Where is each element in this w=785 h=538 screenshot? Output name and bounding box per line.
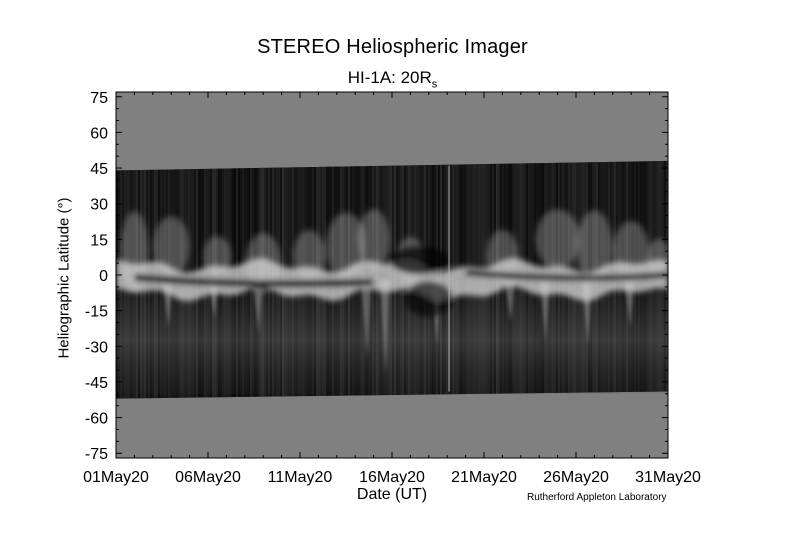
chart-subtitle: HI-1A: 20Rs <box>0 68 785 90</box>
plume <box>576 210 613 283</box>
band-glow <box>116 257 668 302</box>
x-tick-label: 26May20 <box>543 469 609 486</box>
x-tick-label: 11May20 <box>268 469 333 486</box>
plume <box>203 235 232 276</box>
streamer <box>379 279 390 375</box>
streamer <box>361 279 372 359</box>
streamer <box>539 279 550 342</box>
coverage-texture <box>116 160 668 399</box>
x-tick-label: 21May20 <box>451 469 517 486</box>
chart-title: STEREO Heliospheric Imager <box>257 36 528 58</box>
dark-region <box>389 246 450 275</box>
streamer <box>504 279 515 323</box>
subtitle-main: HI-1A: 20R <box>347 68 432 87</box>
axes: 75 60 45 30 15 0 -15 -30 -45 -60 -75 01May20 06May20… <box>83 90 701 486</box>
plume <box>357 209 390 270</box>
plume <box>153 216 190 277</box>
x-tick-label: 31May20 <box>635 469 701 486</box>
x-tick-label: 16May20 <box>359 469 425 486</box>
credit-text: Rutherford Appleton Laboratory <box>527 492 667 503</box>
x-axis-label: Date (UT) <box>356 486 428 503</box>
heatmap-image <box>116 92 668 458</box>
y-tick-label: -45 <box>85 375 108 392</box>
y-tick-label: 15 <box>90 232 108 249</box>
subtitle-subscript: s <box>431 78 438 91</box>
dark-region <box>404 280 453 317</box>
y-tick-label: -75 <box>85 446 108 463</box>
y-tick-label: 75 <box>90 90 108 107</box>
plot-area <box>116 92 668 458</box>
x-tick-label: 06May20 <box>175 469 241 486</box>
y-tick-label: -30 <box>85 339 108 356</box>
y-tick-label: -15 <box>85 304 108 321</box>
y-tick-label: -60 <box>85 411 108 428</box>
y-tick-label: 60 <box>90 125 108 142</box>
dark-lane <box>134 273 374 288</box>
bright-band <box>116 246 668 317</box>
x-tick-label: 01May20 <box>83 469 149 486</box>
plume <box>535 209 580 270</box>
dark-lane <box>465 269 668 282</box>
streamer <box>252 279 263 335</box>
y-tick-label: 0 <box>99 268 108 285</box>
y-tick-label: 45 <box>90 161 108 178</box>
y-tick-label: 30 <box>90 197 108 214</box>
